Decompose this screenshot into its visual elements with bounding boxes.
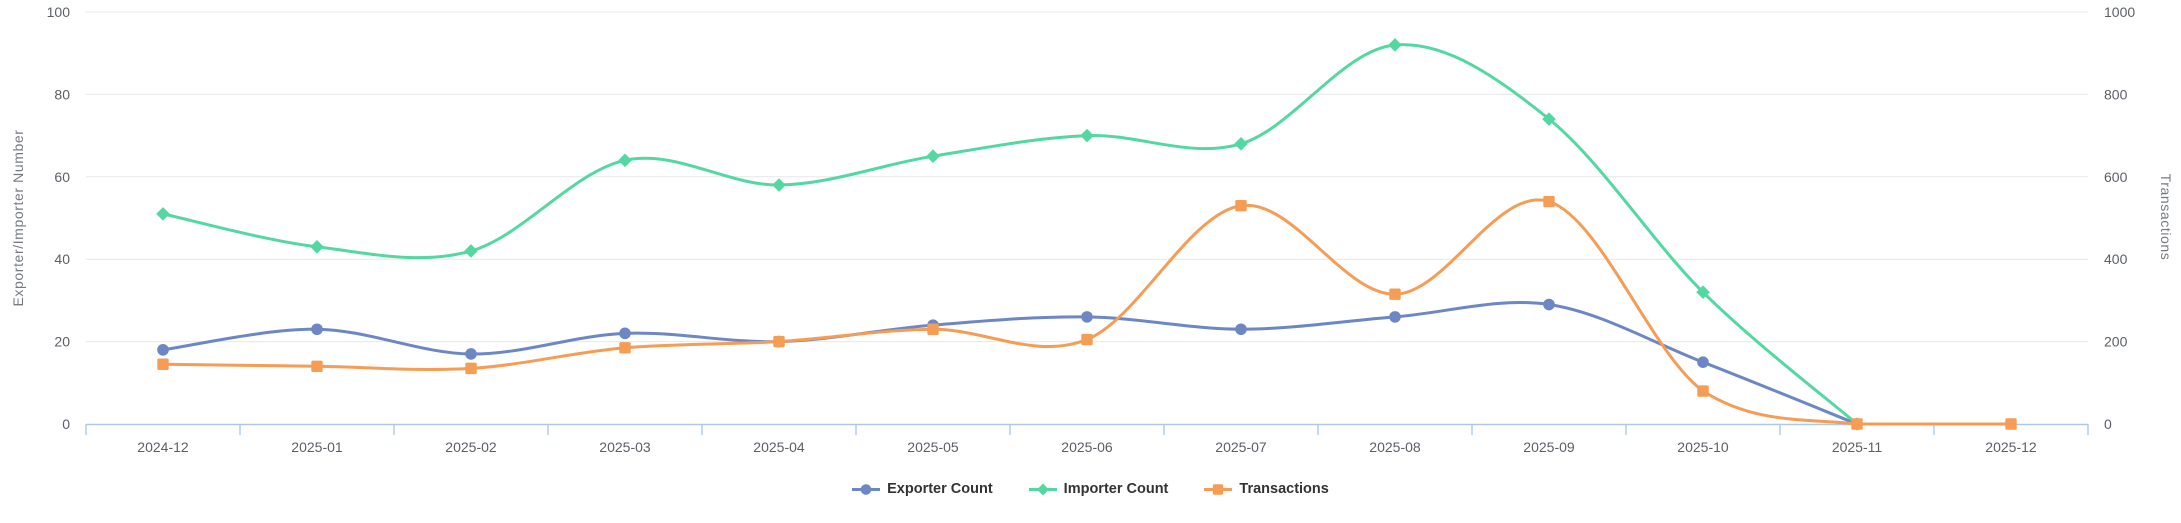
y-right-tick-label: 400 <box>2104 251 2128 267</box>
y-left-tick-label: 20 <box>54 334 70 350</box>
data-point-importer-count[interactable] <box>926 149 940 163</box>
data-point-transactions[interactable] <box>1851 418 1863 430</box>
legend-label-exporter-count: Exporter Count <box>887 481 993 497</box>
data-point-exporter-count[interactable] <box>157 344 169 356</box>
data-point-importer-count[interactable] <box>156 207 170 221</box>
data-point-importer-count[interactable] <box>618 153 632 168</box>
x-tick-label: 2025-10 <box>1677 439 1729 455</box>
series-line-importer-count <box>161 43 1859 426</box>
x-tick-label: 2025-11 <box>1832 439 1883 455</box>
data-point-importer-count[interactable] <box>310 240 324 254</box>
y-right-tick-label: 800 <box>2104 86 2128 102</box>
data-point-importer-count[interactable] <box>1696 285 1710 299</box>
series-line-transactions <box>161 198 2013 426</box>
x-tick-label: 2025-07 <box>1215 439 1267 455</box>
data-point-transactions[interactable] <box>157 358 169 370</box>
x-tick-label: 2025-03 <box>599 439 651 455</box>
x-tick-label: 2025-06 <box>1061 439 1113 455</box>
x-tick-label: 2025-05 <box>907 439 959 455</box>
legend-square-icon <box>1204 483 1233 495</box>
legend: Exporter Count Importer Count Transactions <box>0 481 2181 497</box>
data-point-importer-count[interactable] <box>1388 38 1402 52</box>
y-left-tick-label: 60 <box>54 169 70 185</box>
data-point-transactions[interactable] <box>2005 418 2017 430</box>
right-axis-title: Transactions <box>2158 173 2174 261</box>
y-right-tick-label: 0 <box>2104 416 2112 432</box>
data-point-importer-count[interactable] <box>1234 137 1248 151</box>
data-point-transactions[interactable] <box>1543 195 1555 208</box>
data-point-exporter-count[interactable] <box>1389 311 1401 323</box>
legend-item-exporter-count[interactable]: Exporter Count <box>852 481 993 497</box>
y-left-tick-label: 40 <box>54 251 70 267</box>
y-left-tick-label: 80 <box>54 86 70 102</box>
legend-diamond-icon <box>1028 483 1057 495</box>
data-point-exporter-count[interactable] <box>1543 298 1555 311</box>
data-point-transactions[interactable] <box>311 360 323 373</box>
data-point-transactions[interactable] <box>1081 333 1093 346</box>
x-tick-label: 2025-09 <box>1523 439 1575 455</box>
data-point-transactions[interactable] <box>465 362 477 375</box>
x-tick-label: 2024-12 <box>137 439 189 455</box>
data-point-importer-count[interactable] <box>1080 128 1094 143</box>
data-point-exporter-count[interactable] <box>1697 356 1709 369</box>
legend-item-importer-count[interactable]: Importer Count <box>1028 481 1169 497</box>
legend-item-transactions[interactable]: Transactions <box>1204 481 1329 497</box>
y-left-tick-label: 0 <box>62 416 70 432</box>
left-axis-title: Exporter/Importer Number <box>10 129 26 307</box>
data-point-importer-count[interactable] <box>772 178 786 192</box>
legend-label-transactions: Transactions <box>1239 481 1329 497</box>
legend-label-importer-count: Importer Count <box>1063 481 1169 497</box>
data-point-exporter-count[interactable] <box>1235 323 1247 336</box>
data-point-exporter-count[interactable] <box>465 348 477 360</box>
x-tick-label: 2025-02 <box>445 439 497 455</box>
data-point-transactions[interactable] <box>927 323 939 335</box>
data-point-importer-count[interactable] <box>464 244 478 258</box>
data-point-exporter-count[interactable] <box>311 323 323 336</box>
y-left-tick-label: 100 <box>47 4 71 20</box>
data-point-transactions[interactable] <box>1697 385 1709 397</box>
series-line-exporter-count <box>161 301 1859 426</box>
data-point-exporter-count[interactable] <box>619 327 631 340</box>
x-tick-label: 2025-08 <box>1369 439 1421 455</box>
data-point-transactions[interactable] <box>1389 288 1401 300</box>
y-right-tick-label: 1000 <box>2104 4 2135 20</box>
data-point-transactions[interactable] <box>619 342 631 354</box>
legend-circle-icon <box>852 483 881 495</box>
x-tick-label: 2025-04 <box>753 439 805 455</box>
data-point-exporter-count[interactable] <box>1081 311 1093 323</box>
y-right-tick-label: 200 <box>2104 334 2128 350</box>
data-point-importer-count[interactable] <box>1542 112 1556 126</box>
x-tick-label: 2025-12 <box>1985 439 2037 455</box>
data-point-transactions[interactable] <box>1235 199 1247 212</box>
y-right-tick-label: 600 <box>2104 169 2128 185</box>
x-tick-label: 2025-01 <box>291 439 343 455</box>
data-point-transactions[interactable] <box>773 335 785 348</box>
